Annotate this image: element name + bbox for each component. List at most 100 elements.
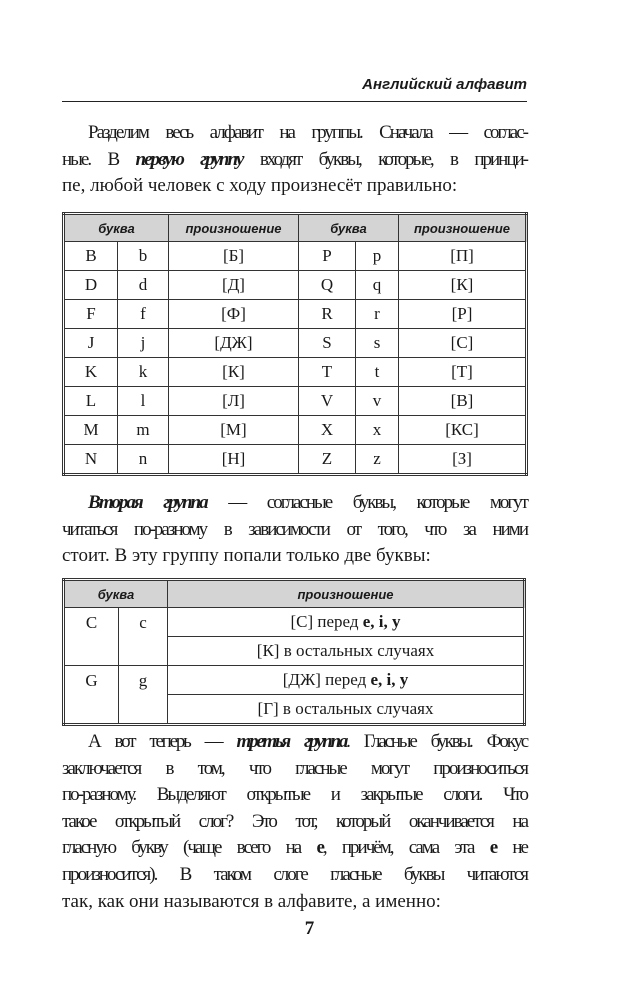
text-line: Вторая группа — согласные буквы, которые… [62,490,529,517]
pronunciation: [Д] [168,270,299,300]
lowercase-letter: z [355,444,399,475]
pronunciation: [М] [168,415,299,445]
text-line: такое открытый слог? Это тот, который ок… [62,809,529,836]
pronunciation: [П] [398,241,527,271]
table-header-row: буква произношение буква произношение [63,213,527,242]
lowercase-letter: b [117,241,169,271]
uppercase-letter: S [298,328,356,358]
text-line: ные. В первую группу входят буквы, котор… [62,147,529,174]
paragraph-third-group: А вот теперь — третья группа. Гласные бу… [62,729,529,916]
uppercase-letter: K [63,357,118,387]
text-run: не [496,837,529,859]
pronunciation: [Ф] [168,299,299,329]
emphasis-text: третья группа [236,731,349,752]
pronunciation: [З] [398,444,527,475]
header-rule [62,101,527,102]
header-pronunciation: произношение [398,213,527,242]
uppercase-letter: F [63,299,118,329]
text-run: А вот теперь — [88,731,237,752]
text-run: по-разному. Выделяют открытые и закрытые… [62,784,529,806]
pronunciation: [С] [398,328,527,358]
lowercase-letter: l [117,386,169,416]
table-header-row: буква произношение [63,579,525,608]
lowercase-letter: g [118,665,168,725]
pronunciation: [Р] [398,299,527,329]
lowercase-letter: f [117,299,169,329]
pronunciation: [Т] [398,357,527,387]
header-letter: буква [298,213,399,242]
pronunciation: [Н] [168,444,299,475]
text-run: заключается в том, что гласные могут про… [62,757,529,779]
lowercase-letter: s [355,328,399,358]
header-pronunciation: произношение [168,213,299,242]
text-run: ные. В [62,148,136,170]
uppercase-letter: T [298,357,356,387]
text-run: входят буквы, которые, в принци- [242,148,529,170]
text-run: — согласные буквы, которые могут [206,492,529,513]
text-run: гласную букву (чаще всего на [62,837,317,859]
lowercase-letter: q [355,270,399,300]
uppercase-letter: G [63,665,119,725]
text-run: так, как они называются в алфавите, а им… [62,890,441,912]
header-letter: буква [63,213,169,242]
pronunciation: [В] [398,386,527,416]
pronunciation: [К] [168,357,299,387]
text-line: пе, любой человек с ходу произнесёт прав… [62,173,527,200]
text-line: читаться по-разному в зависимости от тог… [62,517,529,544]
lowercase-letter: p [355,241,399,271]
header-letter: буква [63,579,168,608]
text-run: [С] перед [290,612,363,631]
text-run: [ДЖ] перед [282,670,371,689]
running-head: Английский алфавит [362,76,527,93]
header-pronunciation: произношение [167,579,525,608]
lowercase-letter: k [117,357,169,387]
lowercase-letter: m [117,415,169,445]
pronunciation-rule: [ДЖ] перед e, i, y [167,665,525,695]
emphasis-text: первую группу [135,148,245,170]
uppercase-letter: V [298,386,356,416]
pronunciation-rule: [Г] в остальных случаях [167,694,525,725]
pronunciation-rule: [С] перед e, i, y [167,607,525,637]
lowercase-letter: r [355,299,399,329]
uppercase-letter: Q [298,270,356,300]
emphasis-text: e, i, y [362,612,401,631]
paragraph-intro: Разделим весь алфавит на группы. Сначала… [62,120,529,200]
page-number: 7 [304,918,315,939]
lowercase-letter: t [355,357,399,387]
lowercase-letter: v [355,386,399,416]
uppercase-letter: N [63,444,118,475]
pronunciation: [К] [398,270,527,300]
uppercase-letter: B [63,241,118,271]
uppercase-letter: X [298,415,356,445]
text-run: . Гласные буквы. Фокус [346,731,529,752]
text-run: произносится). В таком слоге гласные бук… [62,863,529,885]
emphasis-text: e, i, y [370,670,409,689]
text-run: [Г] в остальных случаях [257,699,434,718]
emphasis-text: е [489,837,499,859]
text-line: заключается в том, что гласные могут про… [62,756,529,783]
table-row: [К] в остальных случаях [64,636,525,666]
text-line: так, как они называются в алфавите, а им… [62,889,527,916]
uppercase-letter: D [63,270,118,300]
table-row: [Г] в остальных случаях [64,694,525,725]
lowercase-letter: c [118,607,168,666]
pronunciation: [Б] [168,241,299,271]
text-line: гласную букву (чаще всего на е, причём, … [62,835,529,862]
lowercase-letter: j [117,328,169,358]
emphasis-text: е [316,837,325,859]
text-run: Разделим весь алфавит на группы. Сначала… [88,122,529,143]
uppercase-letter: J [63,328,118,358]
emphasis-text: Вторая группа [88,492,209,513]
uppercase-letter: Z [298,444,356,475]
